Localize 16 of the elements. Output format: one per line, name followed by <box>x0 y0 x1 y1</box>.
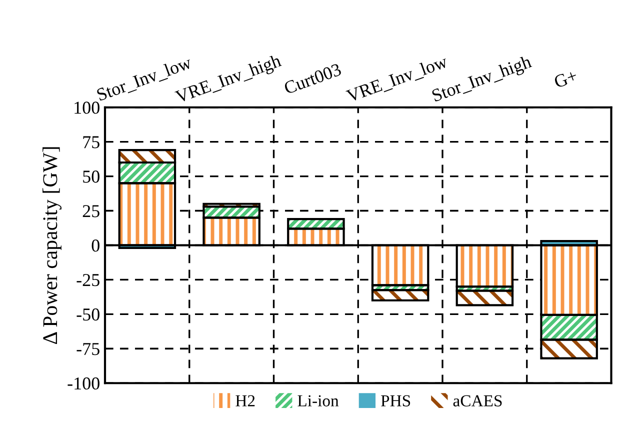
y-tick-label: 0 <box>92 239 100 252</box>
y-axis-title: Δ Power capacity [GW] <box>42 147 62 344</box>
legend-label: Li-ion <box>298 395 339 406</box>
y-tick-label: -25 <box>76 274 100 286</box>
y-tick-label: -100 <box>68 377 100 390</box>
y-tick-label: 25 <box>82 205 100 218</box>
y-tick-label: -75 <box>76 343 100 356</box>
y-tick-label: -50 <box>76 308 100 321</box>
legend-label: PHS <box>380 395 410 406</box>
y-tick-label: 100 <box>74 102 100 114</box>
legend-label: H2 <box>236 395 255 406</box>
x-tick-label: G+ <box>553 69 578 88</box>
y-tick-label: 75 <box>83 136 100 148</box>
x-tick-label: Curt003 <box>283 63 342 94</box>
y-tick-label: 50 <box>83 170 100 183</box>
legend-label: aCAES <box>453 395 502 406</box>
